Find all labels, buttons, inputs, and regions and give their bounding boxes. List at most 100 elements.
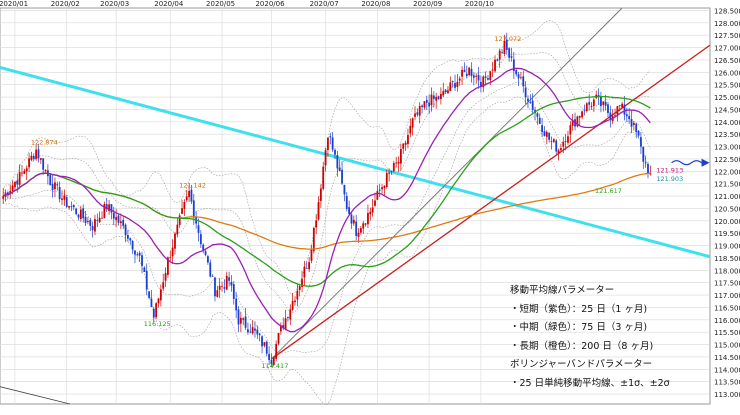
- candle-body: [230, 281, 233, 286]
- candle-body: [119, 221, 122, 224]
- price-annotation: 116.125: [144, 320, 171, 328]
- candle-body: [131, 240, 134, 250]
- x-tick-label: 2020/07: [310, 0, 339, 8]
- candle-body: [58, 186, 61, 200]
- candle-body: [385, 173, 388, 187]
- candle-body: [449, 82, 452, 91]
- candle-body: [456, 81, 459, 87]
- candle-body: [647, 164, 649, 174]
- candle-body: [159, 289, 162, 301]
- candle-body: [378, 189, 381, 191]
- candle-body: [150, 298, 153, 308]
- candle-body: [23, 170, 26, 174]
- cyan-trendline: [0, 65, 711, 259]
- x-tick-label: 2020/09: [413, 0, 442, 8]
- candle-body: [310, 249, 313, 261]
- candle-body: [28, 158, 30, 168]
- candle-body: [374, 200, 376, 206]
- candle-body: [600, 96, 602, 106]
- candle-body: [494, 59, 496, 72]
- candle-body: [381, 187, 383, 190]
- candle-body: [169, 257, 172, 258]
- candle-body: [11, 185, 14, 191]
- candle-body: [418, 105, 421, 116]
- candle-body: [204, 251, 207, 255]
- candle-body: [25, 168, 28, 172]
- candle-body: [42, 158, 45, 170]
- candle-body: [392, 163, 395, 172]
- candle-body: [30, 155, 33, 160]
- candle-body: [258, 333, 261, 336]
- candle-body: [489, 71, 492, 81]
- candle-body: [54, 182, 56, 190]
- candle-body: [279, 325, 282, 332]
- x-tick-label: 2020/08: [361, 0, 390, 8]
- candle-body: [409, 125, 412, 134]
- candle-body: [185, 196, 188, 201]
- candle-body: [616, 106, 619, 115]
- candle-body: [199, 234, 202, 245]
- candle-body: [35, 149, 38, 159]
- candle-body: [552, 139, 555, 142]
- candle-body: [86, 221, 89, 223]
- candle-body: [451, 81, 454, 82]
- candle-body: [543, 131, 546, 136]
- candle-body: [228, 277, 230, 281]
- candle-body: [567, 136, 569, 143]
- candle-body: [538, 117, 541, 124]
- candle-body: [477, 74, 480, 81]
- candle-body: [9, 190, 12, 195]
- candle-body: [265, 341, 268, 354]
- candle-body: [298, 286, 301, 290]
- candle-body: [167, 257, 169, 275]
- candle-body: [18, 171, 21, 185]
- candle-body: [338, 167, 341, 171]
- candle-body: [614, 115, 616, 117]
- candle-body: [352, 219, 355, 224]
- candle-body: [51, 183, 54, 191]
- candle-body: [284, 318, 287, 330]
- candle-body: [482, 76, 485, 88]
- candle-body: [520, 77, 522, 79]
- candle-body: [261, 336, 263, 347]
- candle-body: [517, 74, 520, 79]
- y-tick-label: 115.000: [714, 342, 740, 350]
- candle-body: [604, 101, 607, 106]
- y-tick-label: 124.500: [714, 106, 740, 114]
- candle-body: [268, 353, 271, 361]
- candle-body: [635, 123, 638, 133]
- candle-body: [355, 221, 358, 236]
- candle-body: [91, 226, 94, 231]
- price-annotation: 122.874: [31, 139, 58, 147]
- y-tick-label: 117.000: [714, 292, 740, 300]
- y-tick-label: 126.500: [714, 57, 740, 65]
- candle-body: [129, 238, 132, 241]
- candle-body: [82, 208, 85, 219]
- y-tick-label: 122.500: [714, 156, 740, 164]
- candle-body: [414, 113, 416, 117]
- plot-frame: [0, 7, 711, 405]
- candle-body: [388, 172, 391, 174]
- candle-body: [529, 102, 532, 103]
- candle-body: [157, 298, 160, 304]
- candle-body: [508, 48, 511, 58]
- candle-body: [458, 78, 461, 81]
- candle-body: [447, 90, 449, 94]
- candle-body: [536, 113, 539, 117]
- candle-body: [437, 96, 440, 100]
- candle-body: [192, 200, 195, 218]
- candle-body: [435, 96, 438, 101]
- candle-body: [421, 105, 423, 107]
- candle-body: [607, 104, 609, 114]
- candle-body: [560, 148, 562, 151]
- candle-body: [541, 125, 543, 133]
- candle-body: [232, 284, 235, 299]
- legend-box: 移動平均線パラメーター ・短期（紫色）：25 日（1 ヶ月) ・中期（緑色）：7…: [510, 282, 710, 393]
- candle-body: [581, 111, 583, 118]
- candle-body: [345, 196, 348, 209]
- x-tick-label: 2020/04: [154, 0, 184, 8]
- candle-body: [642, 146, 645, 162]
- candle-body: [218, 285, 221, 290]
- candle-body: [632, 122, 635, 125]
